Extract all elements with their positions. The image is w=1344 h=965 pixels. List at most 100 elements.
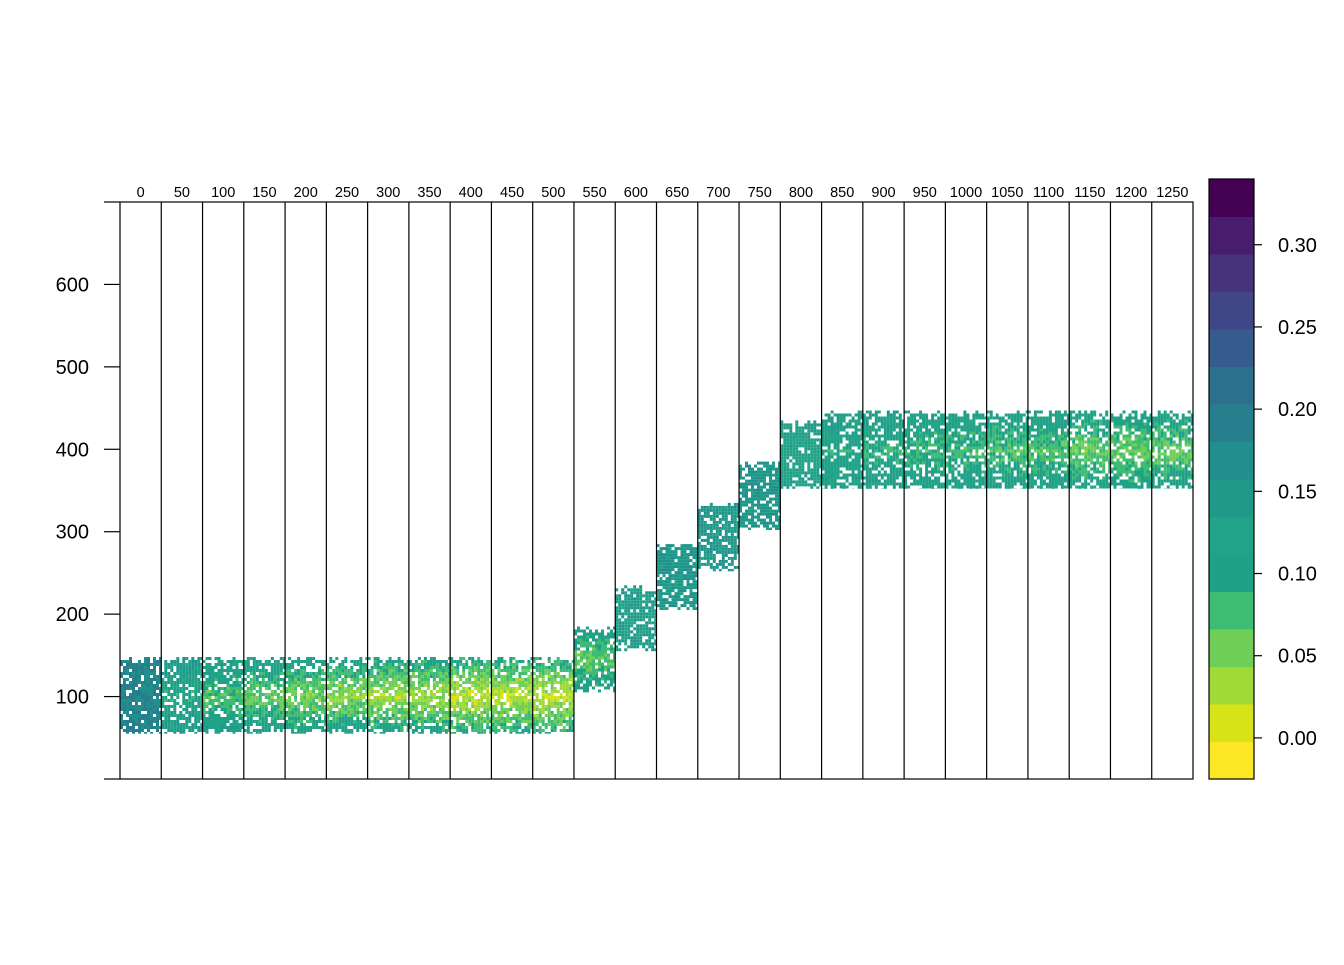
heatmap-cell	[477, 705, 480, 708]
heatmap-cell	[404, 684, 407, 687]
heatmap-cell	[412, 675, 415, 678]
heatmap-cell	[265, 720, 268, 723]
heatmap-cell	[560, 660, 563, 663]
heatmap-cell	[595, 669, 598, 672]
heatmap-cell	[669, 568, 672, 571]
heatmap-cell	[135, 729, 138, 732]
heatmap-cell	[766, 501, 769, 504]
heatmap-cell	[359, 699, 362, 702]
heatmap-cell	[651, 591, 654, 594]
heatmap-cell	[259, 672, 262, 675]
heatmap-cell	[153, 702, 156, 705]
heatmap-cell	[194, 696, 197, 699]
heatmap-cell	[144, 684, 147, 687]
heatmap-cell	[754, 522, 757, 525]
heatmap-cell	[194, 669, 197, 672]
heatmap-cell	[350, 693, 353, 696]
heatmap-cell	[430, 732, 433, 734]
heatmap-cell	[494, 663, 497, 666]
heatmap-cell	[642, 600, 645, 603]
heatmap-cell	[627, 606, 630, 609]
heatmap-cell	[442, 702, 445, 705]
heatmap-cell	[144, 702, 147, 705]
heatmap-cell	[138, 717, 141, 720]
heatmap-cell	[415, 675, 418, 678]
heatmap-cell	[362, 729, 365, 732]
heatmap-cell	[837, 450, 840, 453]
heatmap-cell	[890, 417, 893, 420]
heatmap-cell	[843, 429, 846, 432]
heatmap-cell	[430, 696, 433, 699]
heatmap-cell	[716, 539, 719, 542]
heatmap-cell	[500, 723, 503, 726]
heatmap-cell	[138, 732, 141, 734]
heatmap-cell	[215, 732, 218, 734]
heatmap-cell	[265, 705, 268, 708]
heatmap-cell	[728, 536, 731, 539]
heatmap-cell	[126, 660, 129, 663]
heatmap-cell	[500, 678, 503, 681]
heatmap-cell	[769, 507, 772, 510]
heatmap-cell	[893, 411, 896, 414]
heatmap-cell	[604, 639, 607, 642]
heatmap-cell	[893, 417, 896, 420]
heatmap-cell	[347, 708, 350, 711]
heatmap-cell	[828, 477, 831, 480]
heatmap-cell	[253, 708, 256, 711]
heatmap-cell	[468, 675, 471, 678]
heatmap-cell	[262, 729, 265, 732]
heatmap-cell	[503, 690, 506, 693]
heatmap-cell	[846, 450, 849, 453]
heatmap-cell	[804, 432, 807, 435]
heatmap-cell	[804, 441, 807, 444]
heatmap-cell	[731, 563, 734, 566]
heatmap-cell	[318, 693, 321, 696]
heatmap-cell	[468, 666, 471, 669]
heatmap-cell	[757, 483, 760, 486]
heatmap-cell	[648, 645, 651, 648]
heatmap-cell	[176, 690, 179, 693]
heatmap-cell	[224, 711, 227, 714]
heatmap-cell	[524, 696, 527, 699]
heatmap-cell	[164, 720, 167, 723]
heatmap-cell	[309, 660, 312, 663]
heatmap-cell	[713, 566, 716, 569]
heatmap-cell	[716, 536, 719, 539]
heatmap-cell	[595, 684, 598, 687]
heatmap-cell	[503, 726, 506, 729]
heatmap-cell	[524, 726, 527, 729]
heatmap-cell	[483, 687, 486, 690]
heatmap-cell	[395, 660, 398, 663]
heatmap-cell	[144, 696, 147, 699]
heatmap-cell	[598, 648, 601, 651]
heatmap-cell	[153, 726, 156, 729]
heatmap-cell	[592, 678, 595, 681]
heatmap-cell	[392, 672, 395, 675]
heatmap-cell	[783, 474, 786, 477]
heatmap-cell	[760, 495, 763, 498]
heatmap-cell	[224, 708, 227, 711]
heatmap-cell	[704, 548, 707, 551]
heatmap-cell	[639, 588, 642, 591]
heatmap-cell	[474, 678, 477, 681]
heatmap-cell	[471, 666, 474, 669]
heatmap-cell	[684, 547, 687, 550]
heatmap-cell	[681, 604, 684, 607]
heatmap-cell	[586, 654, 589, 657]
heatmap-cell	[804, 474, 807, 477]
heatmap-cell	[807, 432, 810, 435]
heatmap-cell	[239, 723, 242, 726]
heatmap-cell	[858, 438, 861, 441]
heatmap-cell	[268, 726, 271, 729]
heatmap-cell	[265, 708, 268, 711]
heatmap-cell	[453, 714, 456, 717]
heatmap-cell	[560, 687, 563, 690]
heatmap-cell	[312, 684, 315, 687]
heatmap-cell	[852, 474, 855, 477]
heatmap-cell	[156, 660, 159, 663]
heatmap-cell	[176, 693, 179, 696]
heatmap-cell	[212, 690, 215, 693]
heatmap-cell	[253, 729, 256, 732]
heatmap-cell	[164, 711, 167, 714]
heatmap-cell	[433, 717, 436, 720]
